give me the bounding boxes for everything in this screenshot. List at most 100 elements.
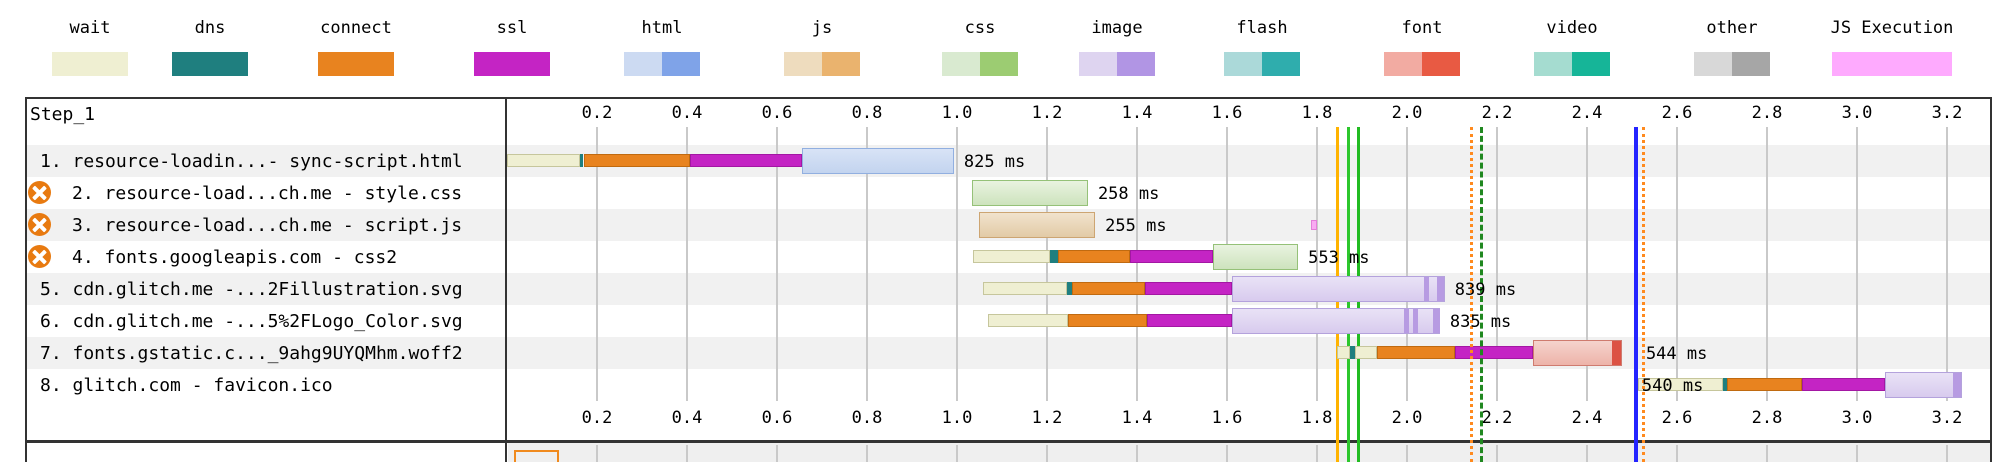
request-row-label[interactable]: 6. cdn.glitch.me -...5%2FLogo_Color.svg (40, 311, 463, 332)
bar-segment-dns[interactable] (1066, 282, 1073, 295)
bar-segment-image-chunk (1437, 277, 1444, 301)
legend-swatch-color (1572, 52, 1610, 76)
bar-segment-html[interactable] (802, 148, 954, 174)
legend-swatch-color (474, 52, 550, 76)
legend-label: ssl (496, 18, 528, 38)
bar-segment-image[interactable] (1884, 372, 1962, 398)
axis-tick-label: 2.4 (1571, 408, 1603, 428)
legend-item: js (732, 18, 912, 76)
axis-tick-label: 1.2 (1031, 408, 1063, 428)
request-time-label: 825 ms (963, 152, 1026, 172)
legend-swatch-color (1079, 52, 1117, 76)
bar-segment-wait[interactable] (507, 154, 581, 167)
legend-swatch-color (1262, 52, 1300, 76)
gridline (866, 127, 868, 401)
legend-item: font (1332, 18, 1512, 76)
next-section-box[interactable] (513, 450, 559, 462)
bar-segment-image[interactable] (1231, 276, 1445, 302)
bar-segment-wait[interactable] (973, 250, 1051, 263)
axis-tick-label: 2.2 (1481, 103, 1513, 123)
axis-tick-label: 2.2 (1481, 408, 1513, 428)
legend-item: flash (1172, 18, 1352, 76)
request-row-label[interactable]: 7. fonts.gstatic.c..._9ahg9UYQMhm.woff2 (40, 343, 463, 364)
legend-swatch (1384, 52, 1460, 76)
bar-segment-connect[interactable] (1726, 378, 1803, 391)
gridline-footer (1766, 445, 1768, 462)
bar-segment-wait[interactable] (1336, 346, 1350, 359)
gridline-footer (866, 445, 868, 462)
axis-tick-label: 1.6 (1211, 103, 1243, 123)
gridline (1046, 127, 1048, 401)
bar-segment-css[interactable] (1213, 244, 1299, 270)
request-time-label: 835 ms (1449, 312, 1512, 332)
legend-swatch-color (1694, 52, 1732, 76)
legend-item: wait (0, 18, 180, 76)
bar-segment-ssl[interactable] (1129, 250, 1214, 263)
bar-segment-image-chunk (1412, 309, 1418, 333)
gridline (1496, 127, 1498, 401)
label-chart-divider (505, 97, 507, 462)
next-section-background (508, 443, 1990, 462)
bar-segment-connect[interactable] (1068, 314, 1147, 327)
request-row-label[interactable]: 1. resource-loadin...- sync-script.html (40, 151, 463, 172)
step-title: Step_1 (30, 104, 96, 125)
bar-segment-dns[interactable] (1050, 250, 1058, 263)
row-stripe (27, 337, 1990, 369)
axis-tick-label: 1.0 (941, 408, 973, 428)
legend-swatch-color (172, 52, 248, 76)
bar-segment-connect[interactable] (1057, 250, 1130, 263)
axis-tick-label: 3.2 (1931, 103, 1963, 123)
bar-segment-ssl[interactable] (690, 154, 803, 167)
gridline-footer (596, 445, 598, 462)
axis-tick-label: 0.6 (761, 103, 793, 123)
bar-segment-ssl[interactable] (1146, 314, 1232, 327)
gridline (686, 127, 688, 401)
legend-label: other (1706, 18, 1758, 38)
bar-segment-image[interactable] (1231, 308, 1440, 334)
gridline (956, 127, 958, 401)
request-row-label[interactable]: 4. fonts.googleapis.com - css2 (72, 247, 398, 268)
request-time-label: 258 ms (1097, 184, 1160, 204)
bar-segment-dns[interactable] (1722, 378, 1727, 391)
bar-segment-connect[interactable] (583, 154, 691, 167)
gridline-footer (1856, 445, 1858, 462)
bar-segment-wait[interactable] (1637, 378, 1723, 391)
bar-segment-css[interactable] (971, 180, 1088, 206)
legend-item: other (1642, 18, 1822, 76)
axis-tick-label: 3.2 (1931, 408, 1963, 428)
legend-item: ssl (422, 18, 602, 76)
legend-item: video (1482, 18, 1662, 76)
legend-label: connect (320, 18, 392, 38)
legend-swatch-color (624, 52, 662, 76)
bar-segment-dns[interactable] (580, 154, 584, 167)
axis-tick-label: 3.0 (1841, 103, 1873, 123)
bar-segment-dns[interactable] (1349, 346, 1355, 359)
bar-segment-connect[interactable] (1376, 346, 1456, 359)
bar-segment-js[interactable] (979, 212, 1096, 238)
legend-swatch (942, 52, 1018, 76)
bar-segment-wait[interactable] (988, 314, 1069, 327)
request-row-label[interactable]: 2. resource-load...ch.me - style.css (72, 183, 463, 204)
bar-segment-wait[interactable] (1354, 346, 1377, 359)
legend-swatch (318, 52, 394, 76)
bar-segment-ssl[interactable] (1145, 282, 1232, 295)
request-time-label: 540 ms (1641, 376, 1704, 396)
request-row-label[interactable]: 5. cdn.glitch.me -...2Fillustration.svg (40, 279, 463, 300)
bar-segment-ssl[interactable] (1455, 346, 1533, 359)
gridline (1316, 127, 1318, 401)
legend-item: dns (120, 18, 300, 76)
bar-segment-connect[interactable] (1072, 282, 1146, 295)
request-row-label[interactable]: 3. resource-load...ch.me - script.js (72, 215, 463, 236)
bar-segment-ssl[interactable] (1802, 378, 1885, 391)
request-time-label: 544 ms (1645, 344, 1708, 364)
bar-segment-image-chunk (1424, 277, 1430, 301)
gridline-footer (1226, 445, 1228, 462)
gridline (1766, 127, 1768, 401)
axis-tick-label: 2.6 (1661, 408, 1693, 428)
bar-segment-wait[interactable] (983, 282, 1067, 295)
request-row-label[interactable]: 8. glitch.com - favicon.ico (40, 375, 333, 396)
render-blocked-icon (28, 245, 51, 268)
bar-segment-font[interactable] (1533, 340, 1623, 366)
axis-tick-label: 1.4 (1121, 103, 1153, 123)
gridline-footer (1676, 445, 1678, 462)
